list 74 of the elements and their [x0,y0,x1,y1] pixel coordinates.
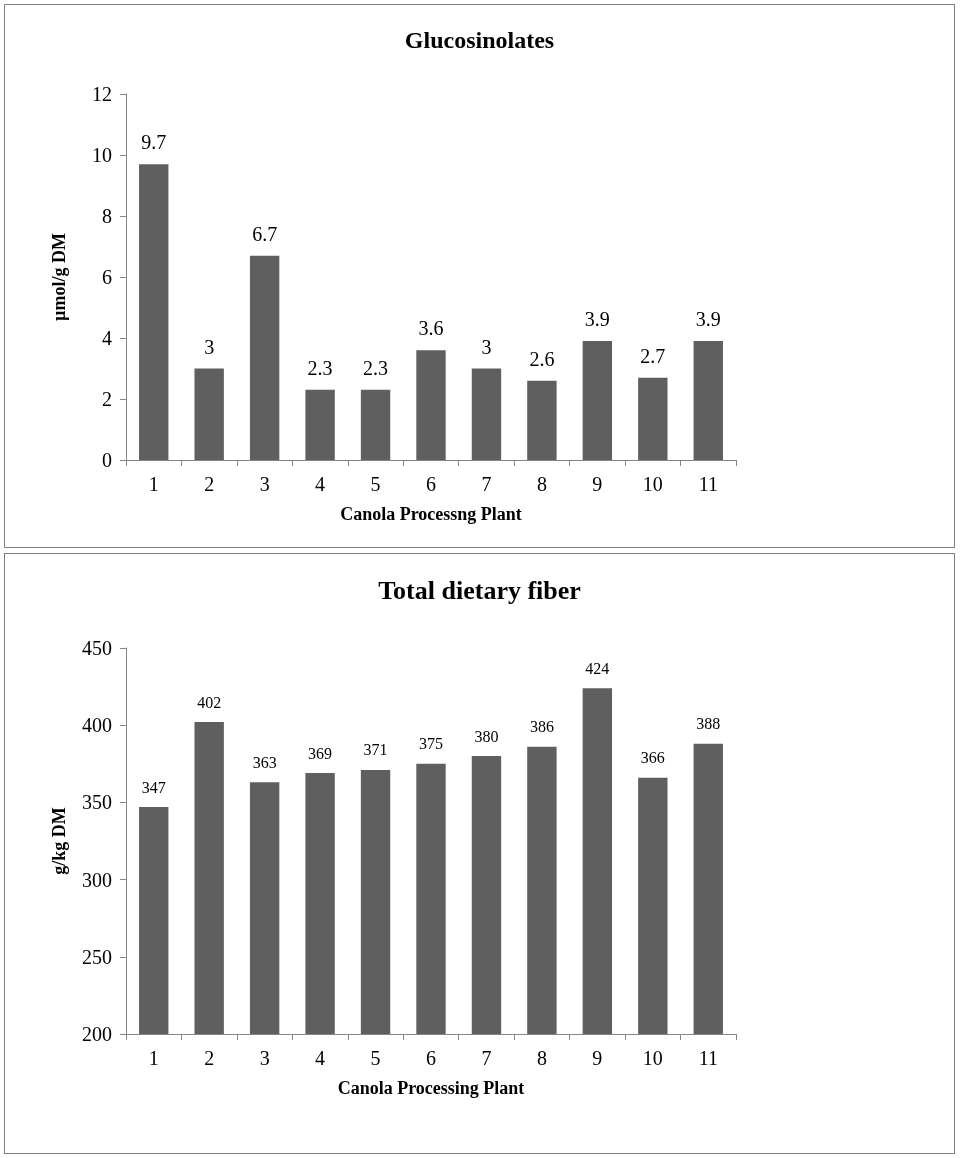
data-label: 6.7 [252,222,278,245]
data-label: 375 [419,735,443,753]
data-label: 2.3 [307,356,333,379]
x-tick-label: 10 [642,1047,663,1069]
x-tick-label: 11 [698,473,718,495]
x-tick-label: 3 [259,1047,270,1069]
x-tick-label: 3 [259,473,270,495]
y-tick-label: 2 [102,388,112,410]
data-label: 369 [308,744,333,762]
bar [582,341,613,460]
x-tick-label: 9 [592,1047,603,1069]
bar [416,350,446,460]
data-label: 366 [640,749,665,767]
x-tick-label: 4 [315,1047,326,1069]
data-label: 380 [474,727,499,745]
x-tick-label: 7 [481,1047,492,1069]
bar [638,377,668,460]
y-tick-label: 12 [92,83,112,105]
chart-title: Total dietary fiber [378,575,581,605]
y-tick-label: 6 [102,266,112,288]
data-label: 424 [585,659,610,677]
y-tick-label: 0 [102,449,112,471]
x-tick-label: 8 [536,1047,547,1069]
x-axis-title: Canola Processing Plant [337,1078,525,1098]
x-tick-label: 1 [148,473,159,495]
data-label: 402 [197,693,222,711]
x-tick-label: 2 [204,1047,215,1069]
x-tick-label: 9 [592,473,603,495]
bar [139,164,169,460]
x-tick-label: 6 [426,1047,436,1069]
bar [527,380,557,460]
x-tick-label: 8 [536,473,547,495]
bar [693,341,723,460]
bar [360,389,391,460]
data-label: 388 [696,715,721,733]
data-label: 2.7 [640,344,666,367]
y-tick-label: 10 [92,144,112,166]
y-axis-title: µmol/g DM [49,233,69,321]
y-tick-label: 400 [82,714,112,737]
x-tick-label: 7 [481,473,492,495]
x-tick-label: 5 [370,473,381,495]
y-tick-label: 350 [82,791,112,814]
y-tick-label: 300 [82,868,112,891]
chart-title: Glucosinolates [404,27,555,53]
y-tick-label: 450 [82,637,112,659]
data-label: 363 [252,753,277,771]
data-label: 371 [363,741,388,759]
y-axis-title: g/kg DM [49,807,69,875]
x-tick-label: 2 [204,473,215,495]
data-label: 3 [204,335,215,358]
x-tick-label: 1 [148,1047,159,1069]
x-tick-label: 4 [315,473,326,495]
bar [305,389,335,460]
data-label: 347 [141,778,166,796]
x-tick-label: 10 [642,473,663,495]
x-tick-label: 6 [426,473,436,495]
data-label: 3.6 [418,317,444,340]
bar [194,368,224,460]
y-tick-label: 200 [82,1023,112,1045]
data-label: 2.6 [529,347,555,370]
x-tick-label: 11 [698,1047,718,1069]
x-axis-title: Canola Processng Plant [340,504,522,524]
data-label: 3 [481,335,492,358]
data-label: 3.9 [695,308,721,331]
bar [471,368,502,460]
x-tick-label: 5 [370,1047,381,1069]
data-label: 9.7 [141,131,167,154]
y-tick-label: 250 [82,945,112,968]
bar [249,255,280,460]
y-tick-label: 8 [102,205,112,227]
data-label: 2.3 [363,356,389,379]
data-label: 386 [529,718,554,736]
data-label: 3.9 [584,308,610,331]
y-tick-label: 4 [102,327,112,349]
